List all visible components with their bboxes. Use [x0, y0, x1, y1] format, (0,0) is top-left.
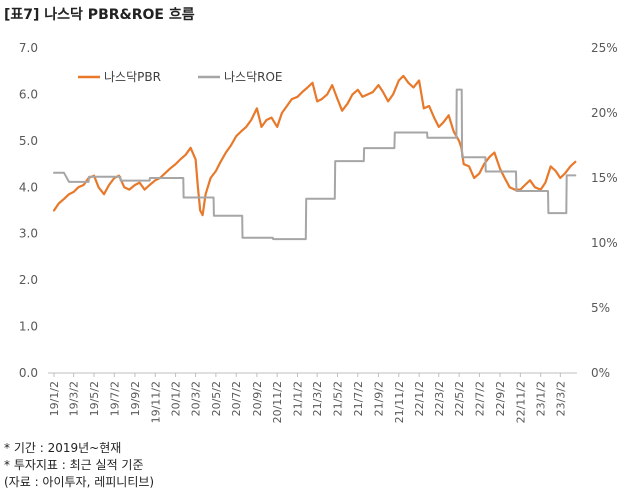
x-tick-label: 19/5/2 [88, 381, 101, 416]
x-tick-label: 22/5/2 [453, 381, 466, 416]
x-tick-label: 20/1/2 [170, 381, 183, 416]
x-tick-label: 21/3/2 [311, 381, 324, 416]
y-left-tick-label: 1.0 [19, 320, 38, 334]
x-tick-label: 21/9/2 [372, 381, 385, 416]
y-right-tick-label: 25% [591, 41, 618, 55]
x-tick-label: 21/1/2 [292, 381, 305, 416]
y-left-tick-label: 5.0 [19, 134, 38, 148]
x-tick-label: 19/7/2 [108, 381, 121, 416]
x-tick-label: 19/3/2 [68, 381, 81, 416]
y-right-tick-label: 0% [591, 366, 610, 380]
y-left-tick-label: 6.0 [19, 87, 38, 101]
x-tick-label: 22/3/2 [433, 381, 446, 416]
x-tick-label: 22/9/2 [494, 381, 507, 416]
x-tick-label: 20/5/2 [210, 381, 223, 416]
x-tick-label: 19/11/2 [149, 381, 162, 423]
y-left-tick-label: 7.0 [19, 41, 38, 55]
y-right-tick-label: 10% [591, 236, 618, 250]
footnote-indicator: * 투자지표 : 최근 실적 기준 [4, 458, 144, 472]
x-tick-label: 20/9/2 [251, 381, 264, 416]
y-left-tick-label: 2.0 [19, 273, 38, 287]
series-line-roe [53, 88, 577, 241]
chart-svg: 0.0 1.0 2.0 3.0 4.0 5.0 6.0 7.0 0% 5% 10% 15% 20% 25%… [19, 41, 618, 423]
x-tick-label: 23/3/2 [554, 381, 567, 416]
x-tick-label: 20/11/2 [271, 381, 284, 423]
y-right-tick-label: 20% [591, 106, 618, 120]
chart: 0.0 1.0 2.0 3.0 4.0 5.0 6.0 7.0 0% 5% 10% 15% 20% 25%… [0, 28, 629, 440]
x-tick-label: 20/3/2 [190, 381, 203, 416]
x-tick-label: 22/11/2 [514, 381, 527, 423]
y-left-tick-label: 3.0 [19, 227, 38, 241]
x-tick-label: 21/5/2 [331, 381, 344, 416]
x-tick-label: 20/7/2 [230, 381, 243, 416]
x-tick-label: 22/1/2 [413, 381, 426, 416]
y-left-tick-label: 0.0 [19, 366, 38, 380]
y-right-tick-label: 5% [591, 301, 610, 315]
x-tick-label: 22/7/2 [473, 381, 486, 416]
chart-title: [표7] 나스닥 PBR&ROE 흐름 [4, 7, 195, 23]
x-tick-label: 21/11/2 [393, 381, 406, 423]
legend-label-roe: 나스닥ROE [224, 70, 283, 84]
x-tick-label: 21/7/2 [352, 381, 365, 416]
x-tick-label: 19/9/2 [129, 381, 142, 416]
x-tick-label: 23/1/2 [535, 381, 548, 416]
y-left-tick-label: 4.0 [19, 180, 38, 194]
footnotes: * 기간 : 2019년~현재 * 투자지표 : 최근 실적 기준 (자료 : … [4, 440, 154, 491]
axes-layer: 0.0 1.0 2.0 3.0 4.0 5.0 6.0 7.0 0% 5% 10% 15% 20% 25%… [19, 41, 618, 423]
series-line-pbr [52, 74, 577, 217]
legend: 나스닥PBR 나스닥ROE [78, 70, 283, 84]
x-tick-label: 19/1/2 [48, 381, 61, 416]
legend-label-pbr: 나스닥PBR [104, 70, 161, 84]
y-right-tick-label: 15% [591, 171, 618, 185]
series-layer [52, 74, 577, 241]
footnote-source: (자료 : 아이투자, 레피니티브) [4, 475, 155, 489]
footnote-period: * 기간 : 2019년~현재 [4, 441, 122, 455]
